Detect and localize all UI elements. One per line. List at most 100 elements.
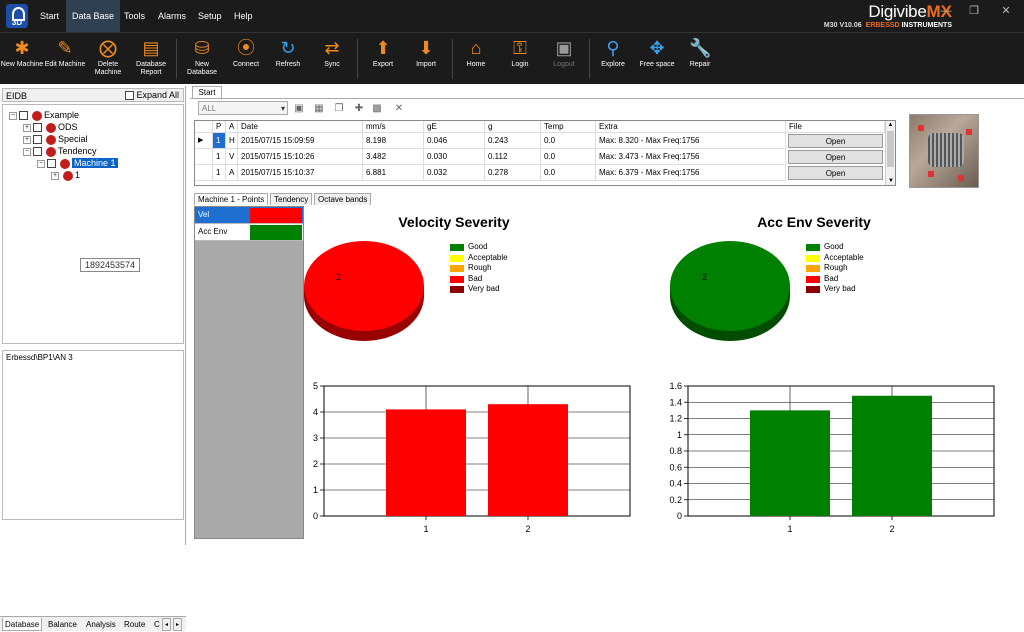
cell-date[interactable]: 2015/07/15 15:09:59	[238, 133, 363, 149]
open-file-button[interactable]: Open	[788, 166, 883, 180]
remove-icon[interactable]: ✕	[394, 103, 404, 114]
tree-node-example[interactable]: − Example	[9, 109, 79, 121]
copy-icon[interactable]: ❐	[334, 103, 344, 114]
tab-tendency[interactable]: Tendency	[270, 193, 313, 205]
tree-node-ods[interactable]: + ODS	[23, 121, 78, 133]
cell-extra[interactable]: Max: 3.473 - Max Freq:1756	[596, 149, 786, 165]
cell-mms[interactable]: 8.198	[363, 133, 424, 149]
home-button[interactable]: ⌂ Home	[454, 35, 498, 83]
cell-temp[interactable]: 0.0	[541, 133, 596, 149]
open-file-button[interactable]: Open	[788, 134, 883, 148]
menu-setup[interactable]: Setup	[198, 11, 222, 21]
column-header[interactable]: Date	[238, 121, 363, 133]
column-header[interactable]: P	[213, 121, 226, 133]
tab-route[interactable]: Route	[124, 620, 146, 629]
logout-button[interactable]: ▣ Logout	[542, 35, 586, 83]
repair-button[interactable]: 🔧 Repair	[678, 35, 722, 83]
new-machine-button[interactable]: ✱ New Machine	[0, 35, 44, 83]
tab-scroll-right-icon[interactable]: ▸	[173, 618, 183, 631]
camera-icon[interactable]: ▣	[294, 103, 304, 114]
tab-scroll-left-icon[interactable]: ◂	[162, 618, 172, 631]
expand-icon[interactable]: +	[23, 135, 31, 144]
cell-extra[interactable]: Max: 8.320 - Max Freq:1756	[596, 133, 786, 149]
menu-start[interactable]: Start	[40, 11, 60, 21]
checkbox-icon[interactable]	[19, 111, 28, 121]
cell-a[interactable]: V	[226, 149, 238, 165]
free-space-button[interactable]: ✥ Free space	[635, 35, 679, 83]
tree-node-machine-1[interactable]: − Machine 1	[37, 157, 118, 169]
tab-octave-bands[interactable]: Octave bands	[314, 193, 372, 205]
cell-date[interactable]: 2015/07/15 15:10:37	[238, 165, 363, 181]
close-icon[interactable]: ✕	[1001, 5, 1011, 17]
export-button[interactable]: ⬆ Export	[361, 35, 405, 83]
tab-machine-points[interactable]: Machine 1 - Points	[194, 193, 269, 205]
cell-g[interactable]: 0.112	[485, 149, 541, 165]
expand-all-checkbox[interactable]: Expand All	[125, 90, 179, 101]
minimize-icon[interactable]: —	[940, 5, 952, 17]
cell-p[interactable]: 1	[213, 165, 226, 181]
checkbox-icon[interactable]	[33, 135, 42, 145]
tree-node-point-1[interactable]: +1	[51, 169, 80, 181]
column-header[interactable]: A	[226, 121, 238, 133]
tab-balance[interactable]: Balance	[48, 620, 77, 629]
delete-machine-button[interactable]: ⨂ Delete Machine	[86, 35, 130, 83]
tab-database[interactable]: Database	[2, 618, 43, 631]
cell-ge[interactable]: 0.046	[424, 133, 485, 149]
sync-button[interactable]: ⇄ Sync	[310, 35, 354, 83]
point-item-acc-env[interactable]: Acc Env	[195, 224, 303, 241]
scroll-down-icon[interactable]: ▼	[888, 178, 894, 184]
tree-node-special[interactable]: + Special	[23, 133, 88, 145]
checkbox-icon[interactable]	[47, 159, 56, 169]
tree-node-tendency[interactable]: − Tendency	[23, 145, 97, 157]
cell-mms[interactable]: 3.482	[363, 149, 424, 165]
cell-p[interactable]: 1	[213, 133, 226, 149]
edit-machine-button[interactable]: ✎ Edit Machine	[43, 35, 87, 83]
column-header[interactable]: mm/s	[363, 121, 424, 133]
cell-a[interactable]: A	[226, 165, 238, 181]
column-header[interactable]: File	[786, 121, 885, 133]
cell-a[interactable]: H	[226, 133, 238, 149]
database-report-button[interactable]: ▤ Database Report	[129, 35, 173, 83]
cell-ge[interactable]: 0.030	[424, 149, 485, 165]
scrollbar-thumb[interactable]	[887, 131, 894, 167]
cell-g[interactable]: 0.243	[485, 133, 541, 149]
tab-more[interactable]: C	[154, 620, 160, 629]
checkbox-icon[interactable]	[33, 123, 42, 133]
scroll-up-icon[interactable]: ▲	[887, 122, 894, 128]
refresh-button[interactable]: ↻ Refresh	[266, 35, 310, 83]
login-button[interactable]: ⚿ Login	[498, 35, 542, 83]
cell-mms[interactable]: 6.881	[363, 165, 424, 181]
tab-analysis[interactable]: Analysis	[86, 620, 116, 629]
column-header[interactable]: Temp	[541, 121, 596, 133]
bar-chart-icon[interactable]: ▦	[314, 103, 324, 114]
tab-start[interactable]: Start	[192, 86, 222, 98]
restore-icon[interactable]: ❐	[969, 5, 979, 17]
column-header[interactable]: gE	[424, 121, 485, 133]
menu-tools[interactable]: Tools	[124, 11, 146, 21]
cell-g[interactable]: 0.278	[485, 165, 541, 181]
expand-icon[interactable]: +	[23, 123, 31, 132]
menu-alarms[interactable]: Alarms	[158, 11, 187, 21]
menu-database[interactable]: Data Base	[66, 0, 121, 32]
import-button[interactable]: ⬇ Import	[404, 35, 448, 83]
grid-icon[interactable]: ▩	[372, 103, 382, 114]
new-database-button[interactable]: ⛁ New Database	[180, 35, 224, 83]
cell-temp[interactable]: 0.0	[541, 165, 596, 181]
menu-help[interactable]: Help	[234, 11, 253, 21]
cell-date[interactable]: 2015/07/15 15:10:26	[238, 149, 363, 165]
explore-button[interactable]: ⚲ Explore	[591, 35, 635, 83]
cell-temp[interactable]: 0.0	[541, 149, 596, 165]
open-file-button[interactable]: Open	[788, 150, 883, 164]
cell-ge[interactable]: 0.032	[424, 165, 485, 181]
checkbox-icon[interactable]	[33, 147, 42, 157]
app-logo[interactable]: 3D	[6, 4, 28, 28]
cell-extra[interactable]: Max: 6.379 - Max Freq:1756	[596, 165, 786, 181]
filter-select[interactable]: ALL	[198, 101, 288, 115]
column-header[interactable]: g	[485, 121, 541, 133]
point-item-vel[interactable]: Vel	[195, 207, 303, 224]
column-header[interactable]: Extra	[596, 121, 786, 133]
add-icon[interactable]: ✚	[354, 103, 364, 114]
connect-button[interactable]: ⦿ Connect	[224, 35, 268, 83]
table-scrollbar[interactable]: ▲ ▼	[885, 121, 895, 185]
collapse-icon[interactable]: −	[23, 147, 31, 156]
